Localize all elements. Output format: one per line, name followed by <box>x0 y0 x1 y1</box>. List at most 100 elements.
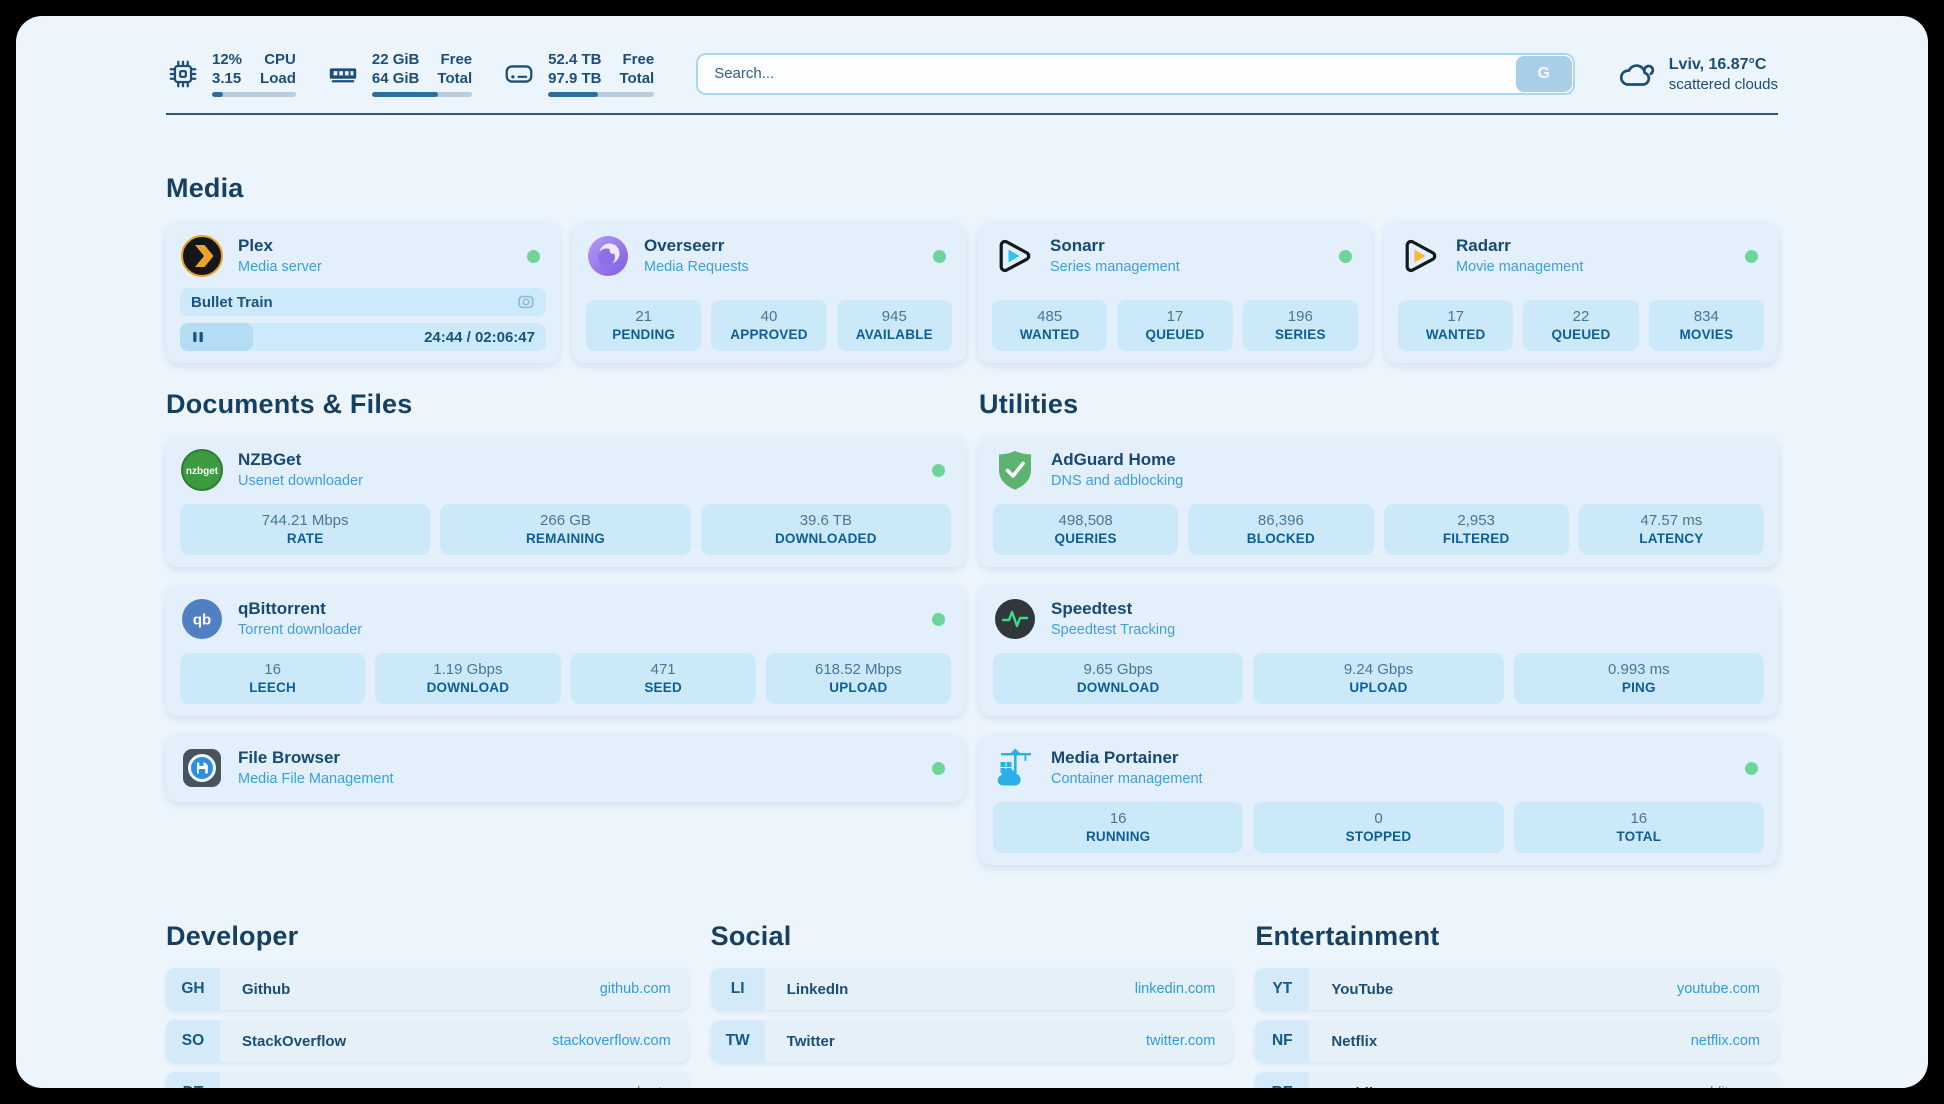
bookmark-url: twitter.com <box>1146 1033 1216 1049</box>
app-card-sonarr[interactable]: Sonarr Series management 485 WANTED 17 Q… <box>978 222 1372 363</box>
stat-value: 945 <box>881 308 907 325</box>
stat-label: FILTERED <box>1442 531 1510 546</box>
stat-value: 618.52 Mbps <box>815 661 902 678</box>
bookmark-reddit[interactable]: RE Reddit reddit.com <box>1255 1072 1778 1088</box>
disk-free: 52.4 TB <box>548 51 602 68</box>
stat-upload: 618.52 Mbps UPLOAD <box>765 653 951 704</box>
app-description: Movie management <box>1456 259 1584 275</box>
section-title-utilities: Utilities <box>979 389 1079 419</box>
stat-value: 16 <box>264 661 281 678</box>
stat-value: 47.57 ms <box>1640 512 1703 529</box>
stat-label: UPLOAD <box>1349 680 1408 695</box>
disk-label-1: Free <box>622 51 655 68</box>
bookmark-url: netflix.com <box>1690 1033 1760 1049</box>
camera-icon <box>517 293 535 311</box>
bookmark-youtube[interactable]: YT YouTube youtube.com <box>1255 968 1778 1010</box>
bookmark-netflix[interactable]: NF Netflix netflix.com <box>1255 1020 1778 1062</box>
bookmark-name: LinkedIn <box>786 980 849 998</box>
disk-icon <box>505 64 533 83</box>
stat-label: DOWNLOAD <box>1076 680 1160 695</box>
stat-label: BLOCKED <box>1246 531 1315 546</box>
stat-value: 2,953 <box>1457 512 1495 529</box>
stat-value: 266 GB <box>540 512 591 529</box>
stat-label: TOTAL <box>1616 829 1662 844</box>
stat-movies: 834 MOVIES <box>1648 300 1764 351</box>
ram-icon <box>329 67 357 82</box>
media-grid: Plex Media server Bullet Train <box>166 222 1778 363</box>
app-card-overseerr[interactable]: Overseerr Media Requests 21 PENDING 40 A… <box>572 222 966 363</box>
bookmark-dev[interactable]: DT DEV dev.to <box>166 1072 689 1088</box>
app-name: AdGuard Home <box>1051 450 1176 469</box>
search-container: G <box>696 52 1575 95</box>
app-card-filebrowser[interactable]: File Browser Media File Management <box>166 734 965 802</box>
status-dot <box>932 463 945 477</box>
bookmark-twitter[interactable]: TW Twitter twitter.com <box>710 1020 1234 1062</box>
dashboard-page: 12% 3.15 CPU Load <box>16 16 1928 1088</box>
stat-stopped: 0 STOPPED <box>1253 802 1504 853</box>
bookmark-linkedin[interactable]: LI LinkedIn linkedin.com <box>710 968 1234 1010</box>
cloud-icon <box>1619 63 1654 86</box>
stat-value: 0.993 ms <box>1607 661 1670 678</box>
app-description: Media File Management <box>238 771 394 787</box>
stat-value: 744.21 Mbps <box>261 512 349 529</box>
stat-queued: 22 QUEUED <box>1523 300 1639 351</box>
stat-label: QUEUED <box>1551 327 1611 342</box>
stat-wanted: 485 WANTED <box>992 300 1108 351</box>
bookmark-name: Github <box>242 980 291 998</box>
stat-value: 16 <box>1109 810 1127 827</box>
memory-label-2: Total <box>437 70 473 87</box>
bookmark-stackoverflow[interactable]: SO StackOverflow stackoverflow.com <box>166 1020 689 1062</box>
app-card-portainer[interactable]: Media Portainer Container management 16 … <box>979 734 1778 865</box>
svg-text:nzbget: nzbget <box>186 466 219 477</box>
app-card-radarr[interactable]: Radarr Movie management 17 WANTED 22 QUE… <box>1384 222 1778 363</box>
app-description: Series management <box>1050 259 1180 275</box>
search-input[interactable] <box>696 52 1575 95</box>
memory-label-1: Free <box>440 51 473 68</box>
status-dot <box>933 249 946 263</box>
app-description: Container management <box>1051 771 1203 787</box>
plex-icon <box>180 234 224 278</box>
bookmark-url: dev.to <box>632 1085 670 1088</box>
app-card-plex[interactable]: Plex Media server Bullet Train <box>166 222 560 363</box>
stat-approved: 40 APPROVED <box>711 300 827 351</box>
bookmark-github[interactable]: GH Github github.com <box>166 968 689 1010</box>
cpu-percent: 12% <box>212 51 243 68</box>
search-provider-button[interactable]: G <box>1515 55 1572 92</box>
disk-label-2: Total <box>619 70 655 87</box>
status-dot <box>1745 761 1758 775</box>
bookmark-url: youtube.com <box>1676 981 1760 997</box>
bookmark-abbr: YT <box>1255 968 1310 1010</box>
bookmark-url: reddit.com <box>1692 1085 1760 1088</box>
bookmark-abbr: SO <box>166 1020 220 1062</box>
filebrowser-icon <box>180 746 224 790</box>
bookmark-url: linkedin.com <box>1134 981 1216 997</box>
system-widgets: 12% 3.15 CPU Load <box>166 50 655 97</box>
app-name: Media Portainer <box>1051 748 1179 767</box>
app-card-adguard[interactable]: AdGuard Home DNS and adblocking 498,508 … <box>979 436 1778 567</box>
stat-label: WANTED <box>1019 327 1080 342</box>
weather-widget: Lviv, 16.87°C scattered clouds <box>1617 54 1778 94</box>
now-playing-title: Bullet Train <box>191 293 273 311</box>
status-dot <box>932 761 945 775</box>
cpu-load: 3.15 <box>212 70 242 87</box>
overseerr-icon <box>586 234 630 278</box>
app-card-speedtest[interactable]: Speedtest Speedtest Tracking 9.65 Gbps D… <box>979 585 1778 716</box>
app-card-nzbget[interactable]: nzbget NZBGet Usenet downloader 74 <box>166 436 965 567</box>
playback-progress-row[interactable]: 24:44 / 02:06:47 <box>180 323 546 351</box>
bookmark-group-developer: Developer GH Github github.com SO StackO… <box>166 921 689 1088</box>
app-name: Overseerr <box>644 236 725 255</box>
app-name: Plex <box>238 236 273 255</box>
stat-label: LEECH <box>249 680 296 695</box>
bookmark-abbr: GH <box>166 968 220 1010</box>
memory-progress-bar <box>371 92 473 97</box>
weather-condition: scattered clouds <box>1668 75 1778 93</box>
stat-latency: 47.57 ms LATENCY <box>1578 504 1764 555</box>
stat-value: 17 <box>1166 308 1184 325</box>
now-playing-row[interactable]: Bullet Train <box>180 288 546 316</box>
app-card-qbittorrent[interactable]: qb qBittorrent Torrent downloader <box>166 585 965 716</box>
stat-value: 21 <box>635 308 652 325</box>
bookmark-name: Netflix <box>1331 1032 1378 1050</box>
stat-series: 196 SERIES <box>1242 300 1358 351</box>
stat-pending: 21 PENDING <box>586 300 702 351</box>
stat-value: 498,508 <box>1058 512 1113 529</box>
